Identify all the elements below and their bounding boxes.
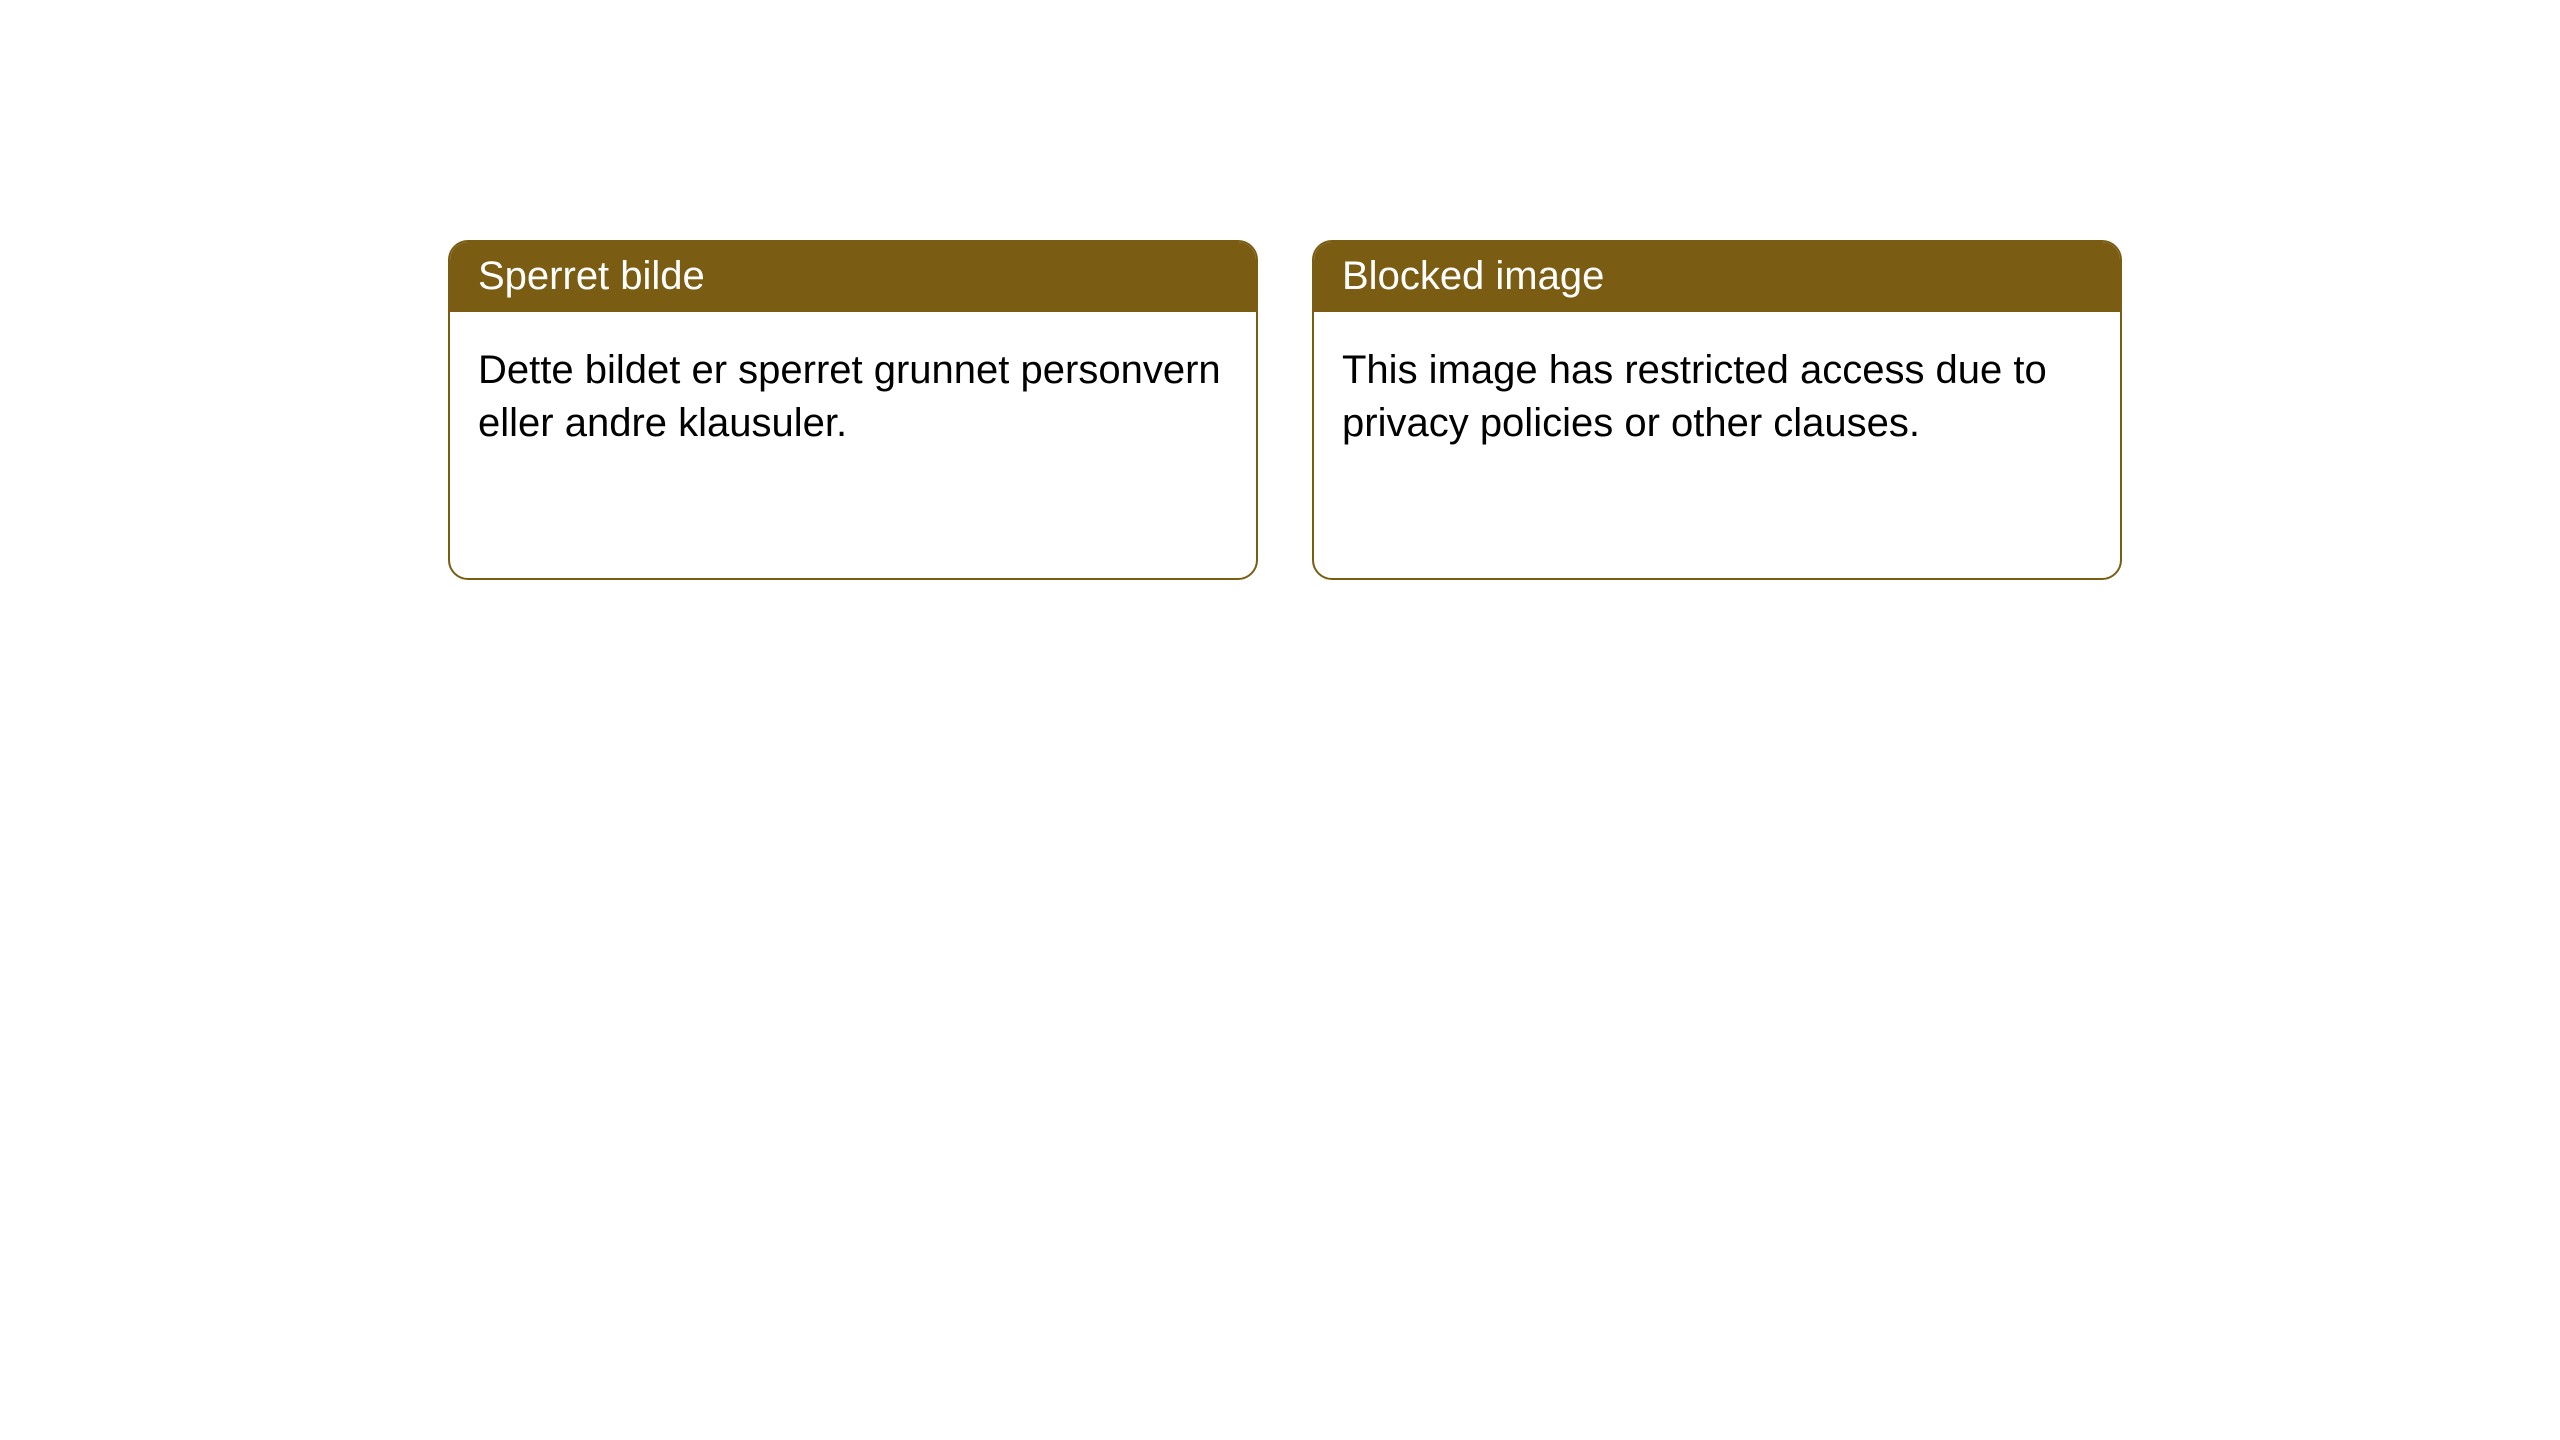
notice-card-no: Sperret bilde Dette bildet er sperret gr… bbox=[448, 240, 1258, 580]
notice-body-no: Dette bildet er sperret grunnet personve… bbox=[450, 312, 1256, 482]
notice-body-en: This image has restricted access due to … bbox=[1314, 312, 2120, 482]
notice-card-en: Blocked image This image has restricted … bbox=[1312, 240, 2122, 580]
notice-title-en: Blocked image bbox=[1314, 242, 2120, 312]
notice-container: Sperret bilde Dette bildet er sperret gr… bbox=[0, 0, 2560, 580]
notice-title-no: Sperret bilde bbox=[450, 242, 1256, 312]
